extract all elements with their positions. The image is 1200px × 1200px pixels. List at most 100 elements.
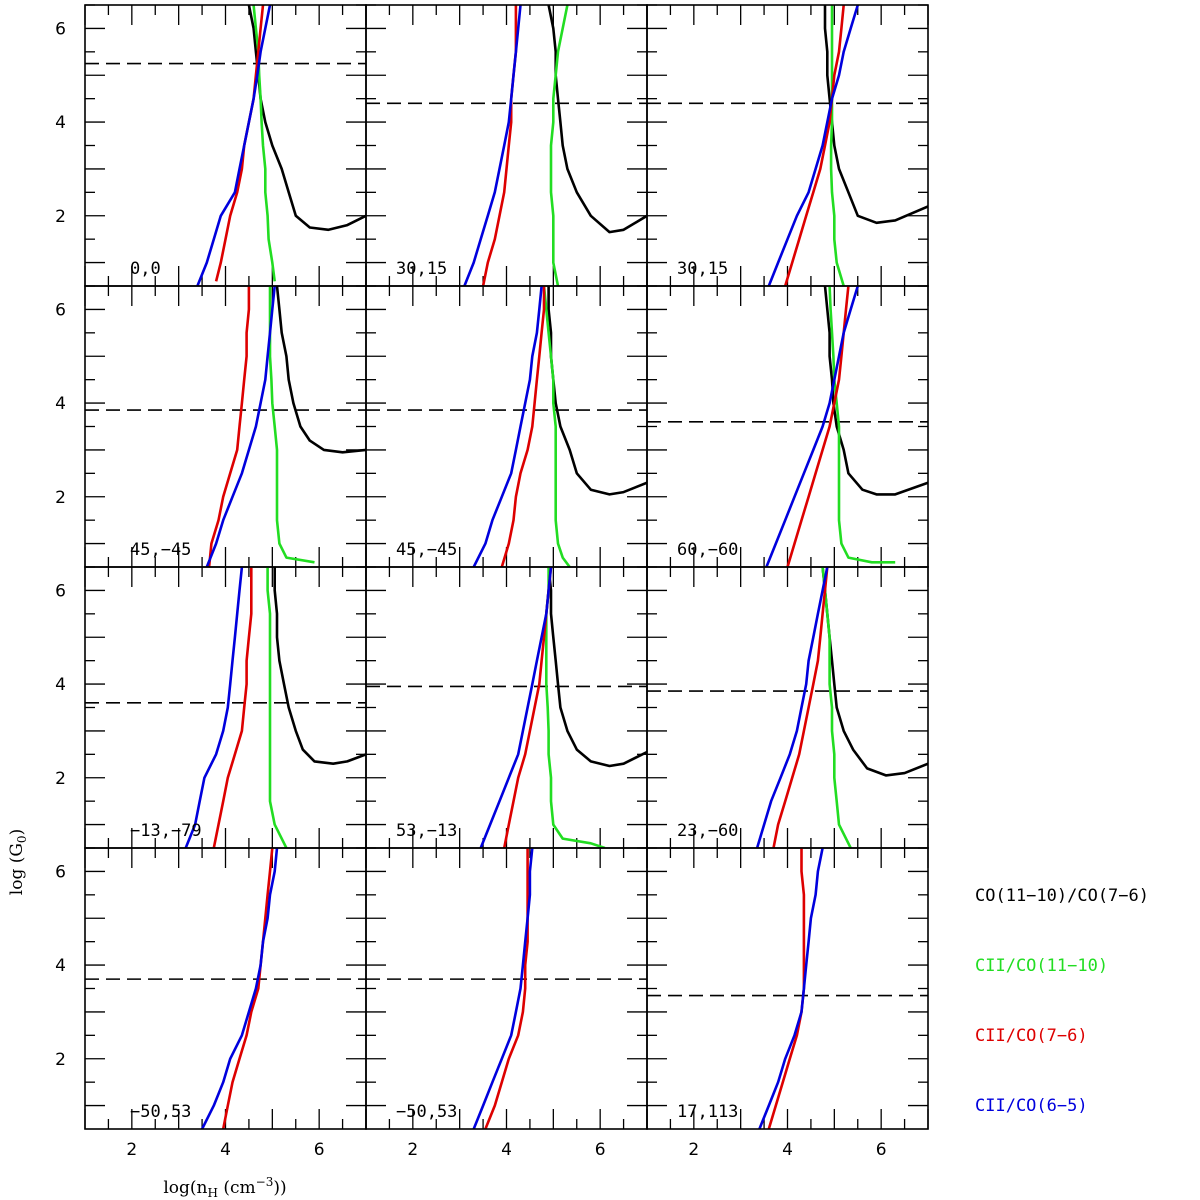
series-line-green: [542, 286, 571, 567]
panel-frame: [365, 847, 648, 1130]
panel-frame: [84, 847, 367, 1130]
legend-entry: CII/CO(11−10): [975, 956, 1108, 976]
series-line-red: [767, 848, 806, 1129]
x-tick-label: 6: [595, 1140, 606, 1160]
series-line-blue: [765, 286, 860, 567]
series-line-black: [275, 286, 366, 454]
x-tick-label: 4: [220, 1140, 231, 1160]
series-line-green: [545, 567, 606, 848]
x-tick-label: 6: [314, 1140, 325, 1160]
series-line-green: [829, 5, 845, 286]
series-line-blue: [479, 567, 553, 848]
series-line-black: [247, 5, 366, 232]
series-line-blue: [184, 567, 244, 848]
x-tick-label: 2: [407, 1140, 418, 1160]
panel: 2 4 6 −13,−79: [55, 566, 367, 849]
series-line-blue: [205, 286, 276, 567]
series-line-red: [207, 286, 251, 567]
series-line-blue: [758, 848, 824, 1129]
panel-label: −50,53: [130, 1102, 191, 1122]
x-tick-label: 4: [782, 1140, 793, 1160]
panel-frame: [646, 285, 929, 568]
series-line-green: [266, 567, 288, 848]
x-tick-label: 4: [501, 1140, 512, 1160]
series-line-green: [549, 5, 569, 286]
y-tick-label: 2: [55, 1050, 66, 1070]
x-axis-title: log(nH (cm−3)): [163, 1175, 286, 1200]
series-line-red: [212, 567, 253, 848]
panel-label: −13,−79: [130, 821, 202, 841]
legend-entry: CII/CO(6−5): [975, 1096, 1088, 1116]
panel: 2 4 6 17,113: [646, 847, 929, 1160]
series-line-black: [821, 567, 928, 777]
series-line-red: [772, 567, 829, 848]
y-tick-label: 4: [55, 113, 66, 133]
panel: 45,−45: [365, 285, 648, 568]
panel-frame: [646, 566, 929, 849]
y-tick-label: 4: [55, 394, 66, 414]
panel: 60,−60: [646, 285, 929, 568]
series-line-blue: [472, 286, 543, 567]
panel-frame: [646, 847, 929, 1130]
legend-entry: CII/CO(7−6): [975, 1026, 1088, 1046]
panel: 2 4 6 45,−45: [55, 285, 367, 568]
series-line-blue: [767, 5, 860, 286]
y-tick-label: 2: [55, 207, 66, 227]
panel: 2 4 6 −50,53: [365, 847, 648, 1160]
y-tick-label: 4: [55, 956, 66, 976]
series-line-red: [783, 5, 845, 286]
series-line-black: [547, 5, 647, 234]
legend: CO(11−10)/CO(7−6) CII/CO(11−10) CII/CO(7−6…: [975, 886, 1149, 1116]
series-line-red: [484, 848, 529, 1129]
series-line-red: [481, 5, 518, 286]
series-line-blue: [196, 5, 272, 286]
x-tick-label: 6: [876, 1140, 887, 1160]
panel-label: 17,113: [677, 1102, 738, 1122]
panel-frame: [84, 285, 367, 568]
panel-label: 23,−60: [677, 821, 738, 841]
panel-frame: [646, 4, 929, 287]
series-line-black: [273, 567, 366, 765]
panel: 30,15: [646, 4, 929, 287]
y-tick-label: 6: [55, 581, 66, 601]
panel-frame: [365, 4, 648, 287]
panel-label: 0,0: [130, 259, 161, 279]
panel-label: 45,−45: [396, 540, 457, 560]
x-tick-label: 2: [688, 1140, 699, 1160]
series-line-black: [823, 5, 928, 225]
panel-label: 30,15: [396, 259, 447, 279]
series-line-red: [221, 848, 274, 1129]
panel-label: 53,−13: [396, 821, 457, 841]
panels-grid: 2 4 6 0,0 30,15 30,15 2 4 6 45,−45 45,−45 60,−60 2 4 6…: [55, 4, 929, 1160]
y-tick-label: 2: [55, 769, 66, 789]
y-tick-label: 2: [55, 488, 66, 508]
legend-entry: CO(11−10)/CO(7−6): [975, 886, 1149, 906]
y-tick-label: 6: [55, 300, 66, 320]
panel-label: 60,−60: [677, 540, 738, 560]
panel: 53,−13: [365, 566, 648, 849]
series-line-red: [500, 286, 546, 567]
panel-label: −50,53: [396, 1102, 457, 1122]
series-line-black: [547, 567, 647, 768]
series-line-black: [547, 286, 647, 496]
panel: 30,15: [365, 4, 648, 287]
y-tick-label: 6: [55, 19, 66, 39]
panel: 23,−60: [646, 566, 929, 849]
panel-label: 30,15: [677, 259, 728, 279]
panel-frame: [365, 566, 648, 849]
x-tick-label: 2: [126, 1140, 137, 1160]
panel-frame: [365, 285, 648, 568]
y-tick-label: 4: [55, 675, 66, 695]
y-axis-title: log (G0): [7, 829, 29, 895]
panel-label: 45,−45: [130, 540, 191, 560]
panel-frame: [84, 566, 367, 849]
series-line-blue: [472, 848, 534, 1129]
series-line-blue: [755, 567, 829, 848]
y-tick-label: 6: [55, 862, 66, 882]
panel: 2 4 6 0,0: [55, 4, 367, 287]
series-line-blue: [200, 848, 279, 1129]
series-line-green: [821, 567, 852, 848]
series-line-green: [268, 286, 315, 564]
panel: 2 4 6 2 4 6 −50,53: [55, 847, 367, 1160]
